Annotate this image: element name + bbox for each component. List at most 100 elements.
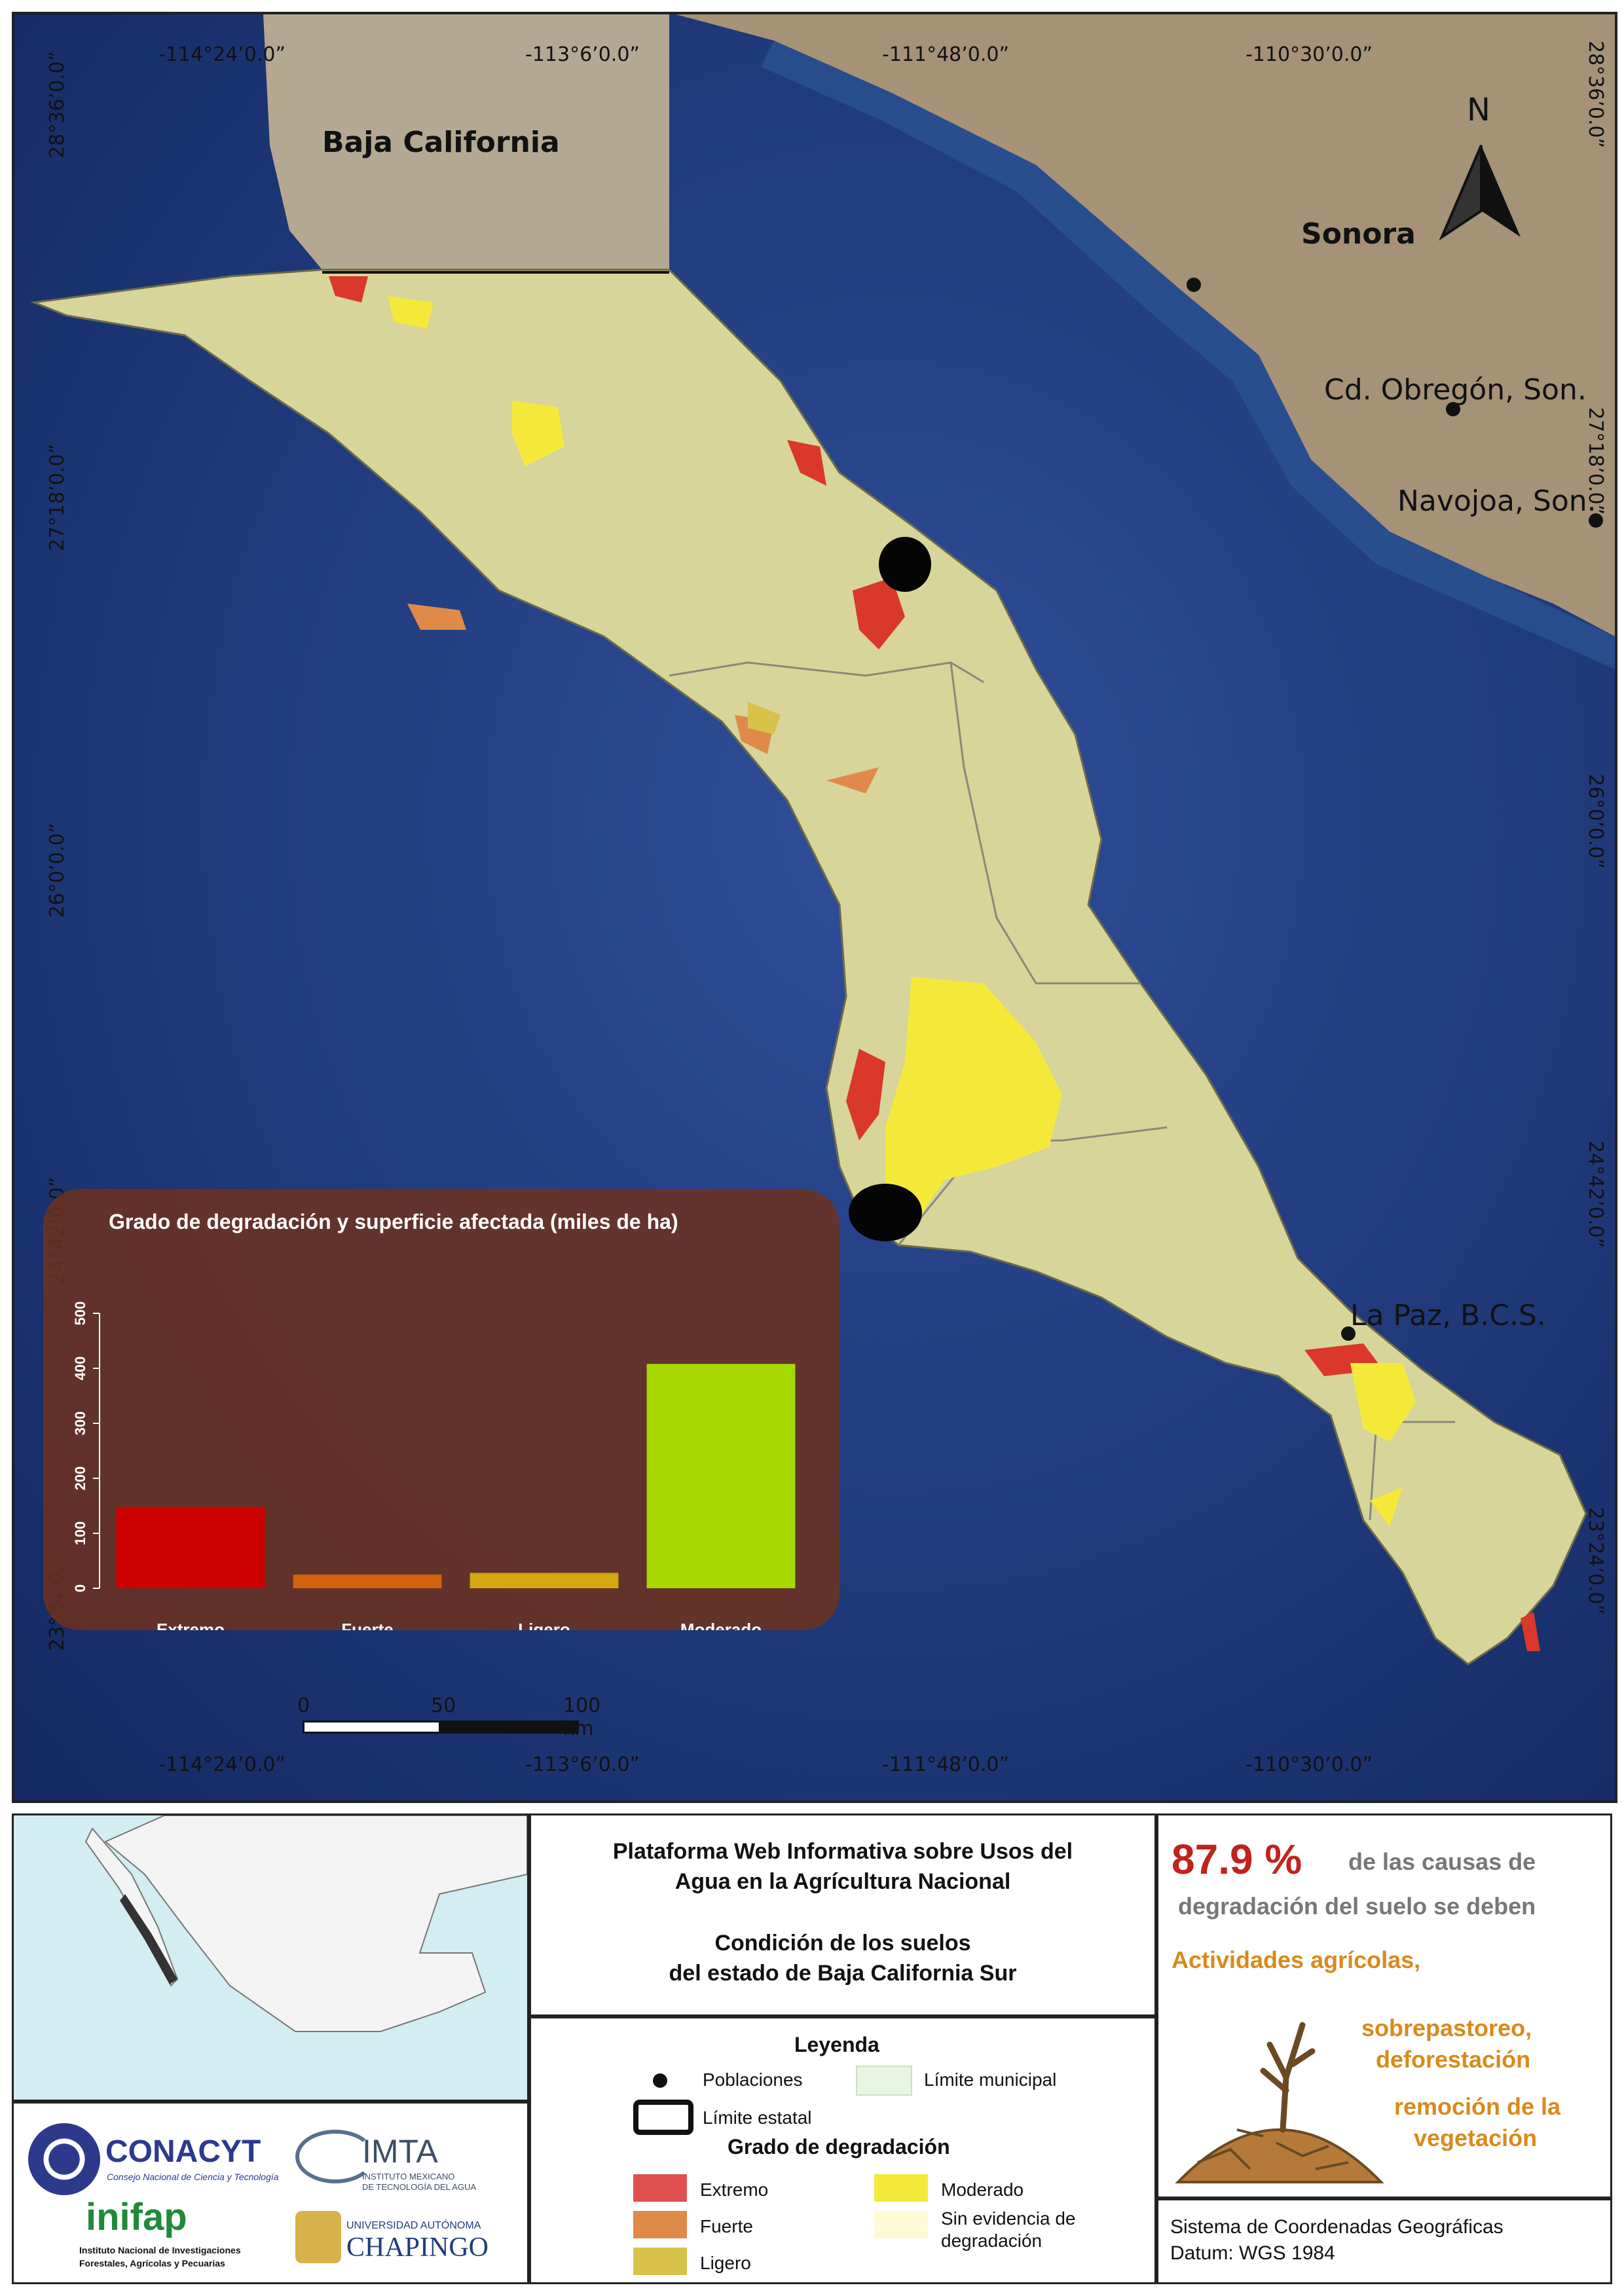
baja-california-land (263, 14, 669, 270)
place-sonora: Sonora (1301, 217, 1416, 251)
town-dot (1446, 402, 1460, 416)
title-panel: Plataforma Web Informativa sobre Usos de… (529, 1813, 1156, 2016)
lat-tick-right: 23°24’0.0” (1584, 1507, 1607, 1615)
main-map: -114°24’0.0” -113°6’0.0” -111°48’0.0” -1… (12, 12, 1617, 1803)
chapingo-logo-icon (295, 2211, 341, 2263)
sonora-land (676, 14, 1615, 636)
place-cd-obregon: Cd. Obregón, Son. (1324, 373, 1587, 407)
conacyt-name: CONACYT (105, 2134, 261, 2169)
legend-fuerte-swatch (633, 2211, 687, 2238)
y-tick-label: 500 (72, 1302, 88, 1326)
causes-text: degradación del suelo se deben (1178, 1893, 1536, 1920)
patch-extremo (846, 1049, 885, 1140)
bar-ligero (470, 1573, 619, 1588)
legend-fuerte: Fuerte (700, 2216, 753, 2236)
scale-label: 0 (297, 1694, 310, 1717)
map-title: Condición de los suelos (714, 1931, 971, 1956)
inifap-subtitle: Forestales, Agrícolas y Pecuarias (79, 2258, 225, 2269)
legend-limite-estatal: Límite estatal (703, 2107, 812, 2128)
patch-moderado (1370, 1487, 1403, 1527)
coordinate-system-panel: Sistema de Coordenadas Geográficas Datum… (1156, 2198, 1612, 2284)
legend-sin-evidencia: Sin evidencia de (941, 2208, 1076, 2229)
scale-label: 50 (431, 1694, 456, 1717)
lat-tick-left: 27°18’0.0” (46, 443, 69, 551)
patch-moderado (885, 977, 1062, 1219)
patch-extremo (787, 440, 826, 486)
patch-moderado (1350, 1363, 1416, 1442)
dry-tree-icon (1175, 2022, 1384, 2183)
patch-ligero (748, 702, 781, 735)
platform-title: Plataforma Web Informativa sobre Usos de… (612, 1839, 1073, 1864)
causes-text: deforestación (1376, 2046, 1531, 2073)
causes-percent: 87.9 % (1172, 1836, 1302, 1883)
place-navojoa: Navojoa, Son. (1397, 484, 1596, 518)
mexico-locator-svg (14, 1815, 527, 2100)
poblaciones-icon (653, 2073, 667, 2088)
lon-tick-bottom: -110°30’0.0” (1246, 1753, 1373, 1776)
category-label: Extremo (157, 1620, 225, 1630)
lon-tick-top: -113°6’0.0” (525, 43, 640, 66)
coordinate-system: Sistema de Coordenadas Geográficas (1170, 2216, 1504, 2238)
chapingo-name: CHAPINGO (346, 2232, 489, 2263)
scale-bar: 0 50 100 km (297, 1694, 600, 1740)
lat-tick-left: 26°0’0.0” (46, 822, 69, 918)
causes-text: de las causas de (1348, 1848, 1536, 1875)
sonora-coast-shelf (761, 41, 1615, 669)
y-tick-label: 100 (72, 1522, 88, 1546)
scale-segment (303, 1721, 443, 1734)
bar-fuerte (293, 1575, 442, 1588)
lon-tick-top: -114°24’0.0” (158, 43, 286, 66)
legend-moderado: Moderado (941, 2179, 1024, 2200)
causes-text: vegetación (1414, 2124, 1538, 2151)
degradation-patches (329, 276, 1540, 1651)
patch-extremo (1521, 1612, 1540, 1651)
chart-svg: 0 100 200 300 400 500 Extremo Fuerte Ligero Moder… (72, 1302, 796, 1630)
patch-fuerte (826, 767, 879, 793)
lon-tick-top: -110°30’0.0” (1246, 43, 1373, 66)
inifap-name: inifap (86, 2196, 187, 2238)
estatal-swatch (633, 2100, 693, 2135)
lon-tick-bottom: -114°24’0.0” (158, 1753, 286, 1776)
lon-tick-bottom: -113°6’0.0” (525, 1753, 640, 1776)
lat-tick-left: 28°36’0.0” (46, 50, 69, 158)
patch-moderado (388, 296, 434, 329)
datum: Datum: WGS 1984 (1170, 2242, 1335, 2264)
legend-municipal-swatch (856, 2066, 912, 2096)
category-label: Moderado (680, 1620, 762, 1630)
legend-moderado-swatch (874, 2174, 928, 2202)
legend-sin-evidencia-swatch (874, 2211, 928, 2238)
causes-text: sobrepastoreo, (1361, 2014, 1532, 2041)
patch-extremo (853, 577, 905, 649)
y-tick-label: 200 (72, 1467, 88, 1491)
patch-fuerte (407, 604, 466, 630)
bcs-land (30, 268, 1587, 1666)
lagoon (849, 1184, 922, 1241)
legend-panel: Leyenda Poblaciones Límite municipal Lím… (529, 2016, 1156, 2284)
category-label: Ligero (518, 1620, 570, 1630)
town-dot (1589, 513, 1603, 528)
conacyt-logo-icon (28, 2123, 100, 2195)
imta-name: IMTA (362, 2133, 438, 2170)
bar-extremo (116, 1506, 265, 1588)
imta-subtitle: DE TECNOLOGÍA DEL AGUA (362, 2182, 477, 2192)
chapingo-subtitle: UNIVERSIDAD AUTÓNOMA (346, 2220, 481, 2231)
town-dot (1341, 1326, 1356, 1341)
logos-panel: CONACYT Consejo Nacional de Ciencia y Te… (12, 2102, 529, 2284)
inifap-subtitle: Instituto Nacional de Investigaciones (79, 2245, 241, 2255)
legend-poblaciones: Poblaciones (703, 2069, 803, 2090)
chart-title: Grado de degradación y superficie afecta… (109, 1210, 678, 1233)
causes-panel: 87.9 % de las causas de degradación del … (1156, 1813, 1612, 2198)
legend-ligero: Ligero (700, 2253, 751, 2273)
conacyt-subtitle: Consejo Nacional de Ciencia y Tecnología (107, 2172, 279, 2182)
platform-title: Agua en la Agrícultura Nacional (674, 1869, 1011, 1894)
legend-extremo: Extremo (700, 2179, 769, 2200)
north-label: N (1467, 92, 1490, 128)
legend-grado-title: Grado de degradación (728, 2135, 950, 2159)
scale-segment (439, 1721, 579, 1734)
map-title: del estado de Baja California Sur (669, 1961, 1017, 1986)
causes-text: Actividades agrícolas, (1172, 1946, 1421, 1973)
legend-limite-municipal: Límite municipal (924, 2069, 1057, 2090)
lagoon (879, 537, 931, 592)
category-label: Fuerte (341, 1620, 393, 1630)
lon-tick-top: -111°48’0.0” (882, 43, 1010, 66)
